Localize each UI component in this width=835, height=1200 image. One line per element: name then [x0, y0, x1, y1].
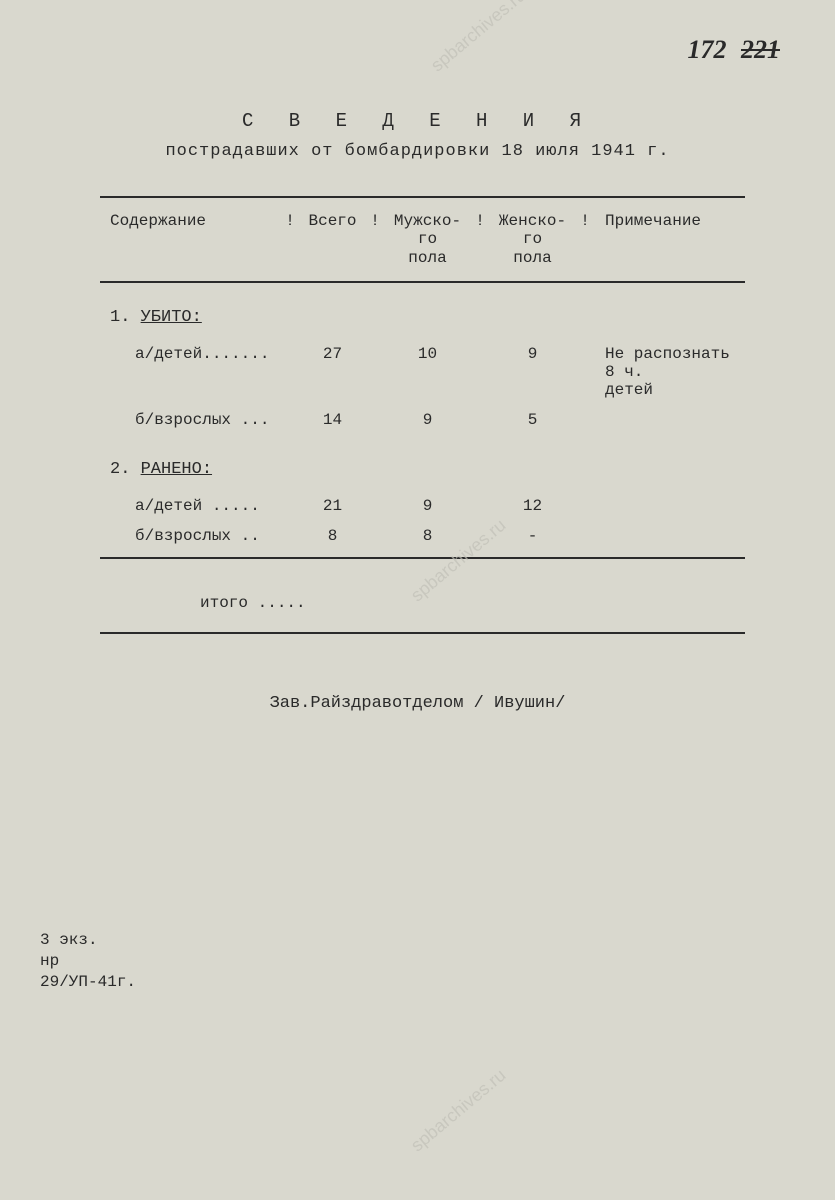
- page-number-main: 172: [688, 35, 727, 64]
- column-separator: !: [580, 212, 590, 267]
- cell-total: 27: [295, 345, 370, 363]
- section-head: 1. УБИТО:: [100, 308, 745, 327]
- cell-male: 9: [380, 411, 475, 429]
- watermark: spbarchives.ru: [407, 1065, 510, 1156]
- table-rule-mid: [100, 557, 745, 559]
- cell-female: 9: [485, 345, 580, 363]
- cell-total: 21: [295, 497, 370, 515]
- watermark: spbarchives.ru: [427, 0, 530, 76]
- cell-label: а/детей .....: [100, 497, 285, 515]
- column-separator: !: [285, 212, 295, 267]
- table-row: а/детей....... 27 10 9 Не распознать 8 ч.дет…: [100, 339, 745, 405]
- title-main: С В Е Д Е Н И Я: [50, 110, 785, 132]
- signature-line: Зав.Райздравотделом / Ивушин/: [50, 694, 785, 713]
- cell-female: 12: [485, 497, 580, 515]
- cell-total: 14: [295, 411, 370, 429]
- header-female: Женско-гопола: [485, 212, 580, 267]
- cell-total: 8: [295, 527, 370, 545]
- section-head: 2. РАНЕНО:: [100, 460, 745, 479]
- cell-label: а/детей.......: [100, 345, 285, 363]
- table-header-row: Содержание ! Всего ! Мужско-гопола ! Жен…: [100, 204, 745, 275]
- cell-female: 5: [485, 411, 580, 429]
- cell-female: -: [485, 527, 580, 545]
- cell-label: б/взрослых ...: [100, 411, 285, 429]
- cell-note: Не распознать 8 ч.детей: [590, 345, 745, 399]
- footer-line: 29/УП-41г.: [40, 972, 136, 993]
- table-rule-header: [100, 281, 745, 283]
- column-separator: !: [475, 212, 485, 267]
- cell-label: б/взрослых ..: [100, 527, 285, 545]
- header-male: Мужско-гопола: [380, 212, 475, 267]
- page-number: 172 221: [688, 35, 781, 65]
- footer-block: 3 экз. нр 29/УП-41г.: [40, 930, 136, 992]
- title-sub: пострадавших от бомбардировки 18 июля 19…: [50, 142, 785, 161]
- header-total: Всего: [295, 212, 370, 267]
- footer-line: нр: [40, 951, 136, 972]
- header-note: Примечание: [590, 212, 745, 267]
- table: Содержание ! Всего ! Мужско-гопола ! Жен…: [100, 196, 745, 634]
- cell-male: 10: [380, 345, 475, 363]
- table-row: а/детей ..... 21 9 12: [100, 491, 745, 521]
- table-row: б/взрослых ... 14 95: [100, 405, 745, 435]
- header-content: Содержание: [100, 212, 285, 267]
- title-block: С В Е Д Е Н И Я пострадавших от бомбарди…: [50, 110, 785, 161]
- page-number-struck: 221: [741, 35, 780, 64]
- table-row: б/взрослых ..88-: [100, 521, 745, 551]
- table-rule-top: [100, 196, 745, 198]
- column-separator: !: [370, 212, 380, 267]
- table-rule-bottom: [100, 632, 745, 634]
- cell-male: 8: [380, 527, 475, 545]
- itogo-row: итого .....: [100, 594, 745, 612]
- cell-male: 9: [380, 497, 475, 515]
- footer-line: 3 экз.: [40, 930, 136, 951]
